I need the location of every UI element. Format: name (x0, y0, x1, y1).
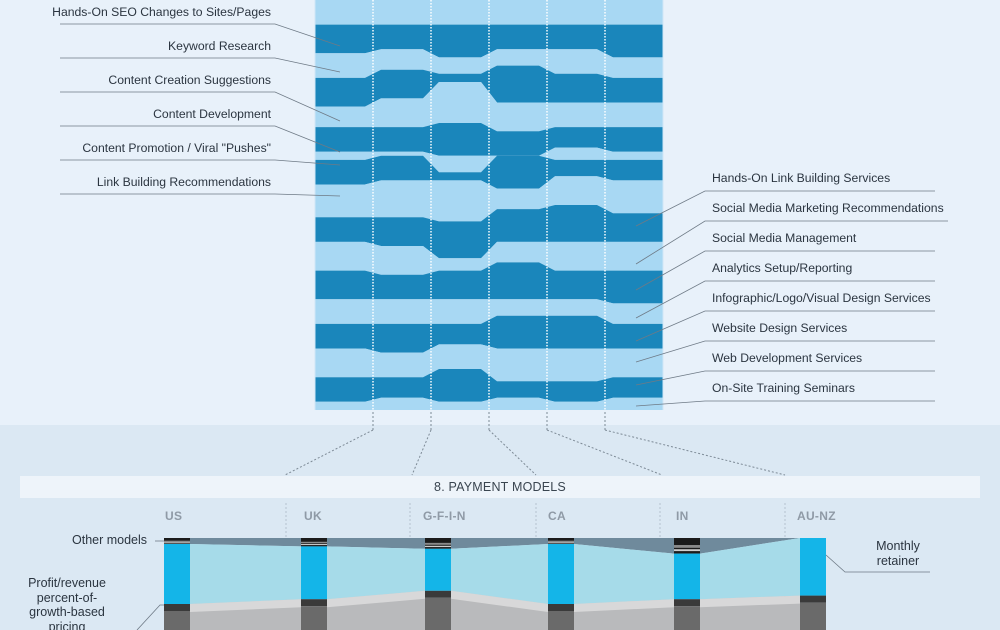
divider-segment (301, 599, 327, 607)
payment-bar (164, 538, 190, 630)
payment-models-title: 8. PAYMENT MODELS (434, 480, 566, 494)
payment-bar (301, 538, 327, 630)
profit-segment (425, 597, 451, 630)
left-service-label: Link Building Recommendations (96, 175, 271, 189)
retainer-flow (327, 546, 425, 600)
stream-band (315, 397, 663, 410)
left-service-label: Content Promotion / Viral "Pushes" (82, 141, 271, 155)
divider-segment (548, 604, 574, 611)
stream-band (315, 65, 663, 107)
retainer-segment (301, 546, 327, 600)
retainer-segment (674, 553, 700, 600)
left-service-label: Keyword Research (168, 39, 271, 53)
region-header: US (165, 509, 183, 523)
retainer-segment (800, 538, 826, 596)
stream-band (315, 299, 663, 324)
left-service-label: Hands-On SEO Changes to Sites/Pages (52, 5, 271, 19)
other-models-label: Other models (72, 533, 148, 547)
right-service-label: Infographic/Logo/Visual Design Services (712, 291, 931, 305)
divider-segment (164, 604, 190, 611)
connector-line (604, 429, 786, 476)
region-header: CA (548, 509, 566, 523)
divider-segment (425, 590, 451, 598)
connector-line (488, 429, 537, 476)
other-flow (451, 538, 548, 549)
payment-bar (800, 538, 826, 630)
retainer-flow (190, 544, 301, 604)
right-service-label: Website Design Services (712, 321, 848, 335)
profit-segment (301, 606, 327, 630)
stream-bands (315, 0, 663, 410)
stream-band (315, 24, 663, 58)
connector-line (411, 429, 432, 476)
connector-line (546, 429, 663, 476)
retainer-segment (164, 544, 190, 604)
divider-segment (800, 595, 826, 603)
region-header: IN (676, 509, 689, 523)
retainer-flow (700, 538, 800, 600)
retainer-flow (451, 544, 548, 604)
monthly-retainer-label: Monthly retainer (876, 539, 920, 568)
right-service-label: Social Media Management (712, 231, 857, 245)
stream-band (315, 82, 663, 132)
right-service-label: Analytics Setup/Reporting (712, 261, 853, 275)
retainer-flow (574, 544, 674, 604)
region-header: G-F-I-N (423, 509, 466, 523)
right-service-label: Web Development Services (712, 351, 863, 365)
profit-segment (800, 602, 826, 630)
connector-line (284, 429, 374, 476)
profit-segment (548, 611, 574, 630)
left-service-label: Content Creation Suggestions (108, 73, 271, 87)
payment-bar (425, 538, 451, 630)
other-flow (327, 538, 425, 549)
profit-pricing-label: Profit/revenue percent-of-growth-based p… (28, 576, 106, 630)
profit-segment (164, 611, 190, 630)
divider-segment (674, 599, 700, 607)
payment-bar (548, 538, 574, 630)
retainer-segment (425, 548, 451, 591)
profit-segment (674, 606, 700, 630)
left-service-label: Content Development (153, 107, 271, 121)
payment-bar (674, 538, 700, 630)
right-service-label: Social Media Marketing Recommendations (712, 201, 944, 215)
retainer-segment (548, 544, 574, 604)
region-header: AU-NZ (797, 509, 836, 523)
other-flow (190, 538, 301, 547)
right-service-label: On-Site Training Seminars (712, 381, 855, 395)
stream-band (315, 344, 663, 382)
other-flow (574, 538, 674, 554)
region-header: UK (304, 509, 322, 523)
right-service-label: Hands-On Link Building Services (712, 171, 891, 185)
